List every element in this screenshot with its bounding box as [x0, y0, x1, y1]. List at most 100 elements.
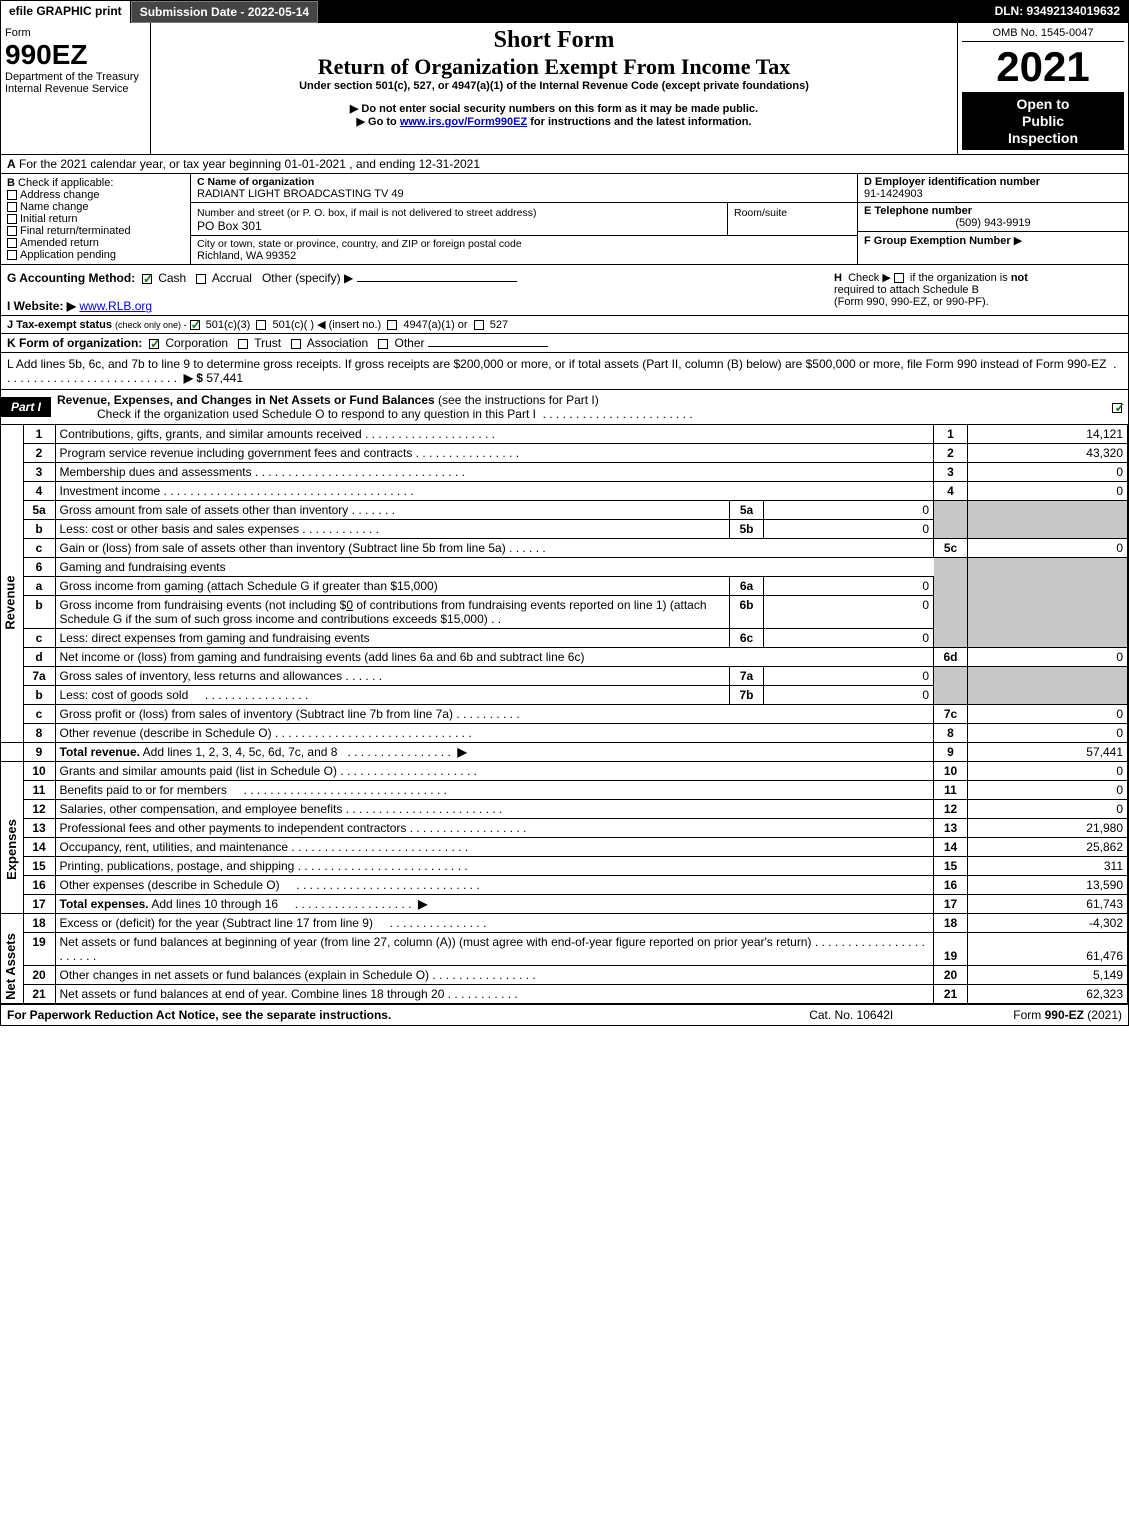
- checkbox-501c3[interactable]: [190, 320, 200, 330]
- checkbox-association[interactable]: [291, 339, 301, 349]
- l7a-sub: 7a: [730, 667, 764, 686]
- checkbox-501c[interactable]: [256, 320, 266, 330]
- form-header: Form 990EZ Department of the Treasury In…: [1, 23, 1128, 155]
- checkbox-527[interactable]: [474, 320, 484, 330]
- opt-527: 527: [490, 319, 508, 331]
- l9-amt: 57,441: [968, 743, 1128, 762]
- efile-print-label[interactable]: efile GRAPHIC print: [1, 1, 131, 23]
- privacy-note: ▶ Do not enter social security numbers o…: [157, 102, 951, 115]
- l5b-subval: 0: [764, 520, 934, 539]
- f-label: F Group Exemption Number: [864, 235, 1011, 247]
- part1-tab: Part I: [1, 397, 51, 417]
- d-cell: D Employer identification number 91-1424…: [858, 174, 1128, 203]
- checkbox-final-return[interactable]: [7, 226, 17, 236]
- checkbox-address-change[interactable]: [7, 190, 17, 200]
- l5c-num: 5c: [934, 539, 968, 558]
- checkbox-schedule-b[interactable]: [894, 273, 904, 283]
- checkbox-initial-return[interactable]: [7, 214, 17, 224]
- l6b-desc: Gross income from fundraising events (no…: [55, 596, 730, 629]
- l10-desc: Grants and similar amounts paid (list in…: [55, 762, 934, 781]
- block-b-c-d-e-f: B Check if applicable: Address change Na…: [1, 174, 1128, 265]
- l5ab-grey-amt: [968, 501, 1128, 539]
- sidebar-revenue: Revenue: [1, 425, 23, 743]
- sidebar-expenses: Expenses: [1, 762, 23, 914]
- l3-desc: Membership dues and assessments . . . . …: [55, 463, 934, 482]
- opt-501c3: 501(c)(3): [206, 319, 251, 331]
- form-footer-label: Form 990-EZ (2021): [1013, 1008, 1122, 1022]
- checkbox-name-change[interactable]: [7, 202, 17, 212]
- l6b-subval: 0: [764, 596, 934, 629]
- opt-other: Other (specify) ▶: [262, 271, 353, 285]
- l10-amt: 0: [968, 762, 1128, 781]
- l10-num: 10: [934, 762, 968, 781]
- section-c: C Name of organization RADIANT LIGHT BRO…: [191, 174, 858, 264]
- note2-post: for instructions and the latest informat…: [527, 116, 751, 128]
- l21-num: 21: [934, 985, 968, 1004]
- page-footer: For Paperwork Reduction Act Notice, see …: [1, 1004, 1128, 1025]
- l13-desc: Professional fees and other payments to …: [55, 819, 934, 838]
- l6c-subval: 0: [764, 629, 934, 648]
- c-name-cell: C Name of organization RADIANT LIGHT BRO…: [191, 174, 858, 203]
- other-specify-line[interactable]: [357, 281, 517, 282]
- k-other-line[interactable]: [428, 346, 548, 347]
- l6a-desc: Gross income from gaming (attach Schedul…: [55, 577, 730, 596]
- ln-6b: b: [23, 596, 55, 629]
- ln-10: 10: [23, 762, 55, 781]
- f-arrow: ▶: [1014, 235, 1022, 247]
- l5ab-grey-num: [934, 501, 968, 539]
- l-gross-receipts: L Add lines 5b, 6c, and 7b to line 9 to …: [1, 353, 1128, 390]
- website-link[interactable]: www.RLB.org: [79, 299, 152, 313]
- l6d-desc: Net income or (loss) from gaming and fun…: [55, 648, 934, 667]
- f-cell: F Group Exemption Number ▶: [858, 232, 1128, 249]
- ln-5b: b: [23, 520, 55, 539]
- k-label: K Form of organization:: [7, 336, 142, 350]
- opt-initial-return: Initial return: [20, 213, 77, 225]
- sidebar-net-assets: Net Assets: [1, 914, 23, 1004]
- note2-pre: ▶ Go to: [357, 116, 400, 128]
- checkbox-application-pending[interactable]: [7, 250, 17, 260]
- l5b-sub: 5b: [730, 520, 764, 539]
- l5a-subval: 0: [764, 501, 934, 520]
- checkbox-schedule-o-part1[interactable]: [1112, 403, 1122, 413]
- checkbox-amended-return[interactable]: [7, 238, 17, 248]
- top-bar: efile GRAPHIC print Submission Date - 20…: [1, 1, 1128, 23]
- opt-name-change: Name change: [20, 201, 89, 213]
- l7ab-grey-amt: [968, 667, 1128, 705]
- checkbox-corporation[interactable]: [149, 339, 159, 349]
- checkbox-k-other[interactable]: [378, 339, 388, 349]
- ln-13: 13: [23, 819, 55, 838]
- checkbox-accrual[interactable]: [196, 274, 206, 284]
- l1-desc: Contributions, gifts, grants, and simila…: [55, 425, 934, 444]
- l15-num: 15: [934, 857, 968, 876]
- b-label: B: [7, 177, 15, 189]
- h-text3: not: [1011, 272, 1028, 284]
- open-line1: Open to: [966, 96, 1120, 113]
- ln-6a: a: [23, 577, 55, 596]
- l20-amt: 5,149: [968, 966, 1128, 985]
- l4-amt: 0: [968, 482, 1128, 501]
- checkbox-trust[interactable]: [238, 339, 248, 349]
- title-line2: Return of Organization Exempt From Incom…: [157, 54, 951, 80]
- irs-label: Internal Revenue Service: [5, 83, 146, 95]
- l6b-sub: 6b: [730, 596, 764, 629]
- part1-header: Part I Revenue, Expenses, and Changes in…: [1, 390, 1128, 425]
- l6abc-grey-num: [934, 558, 968, 648]
- ln-4: 4: [23, 482, 55, 501]
- l7c-amt: 0: [968, 705, 1128, 724]
- paperwork-notice: For Paperwork Reduction Act Notice, see …: [7, 1008, 809, 1022]
- dln-label: DLN: 93492134019632: [987, 1, 1128, 23]
- l7b-sub: 7b: [730, 686, 764, 705]
- part1-title-rest: (see the instructions for Part I): [435, 393, 599, 407]
- l6d-num: 6d: [934, 648, 968, 667]
- ln-5a: 5a: [23, 501, 55, 520]
- ln-18: 18: [23, 914, 55, 933]
- checkbox-cash[interactable]: [142, 274, 152, 284]
- l7c-desc: Gross profit or (loss) from sales of inv…: [55, 705, 934, 724]
- k-form-of-org: K Form of organization: Corporation Trus…: [1, 334, 1128, 353]
- checkbox-4947[interactable]: [387, 320, 397, 330]
- l4-num: 4: [934, 482, 968, 501]
- opt-k-other: Other: [395, 336, 425, 350]
- ln-7a: 7a: [23, 667, 55, 686]
- irs-link[interactable]: www.irs.gov/Form990EZ: [400, 116, 527, 128]
- part1-check-line: Check if the organization used Schedule …: [97, 407, 536, 421]
